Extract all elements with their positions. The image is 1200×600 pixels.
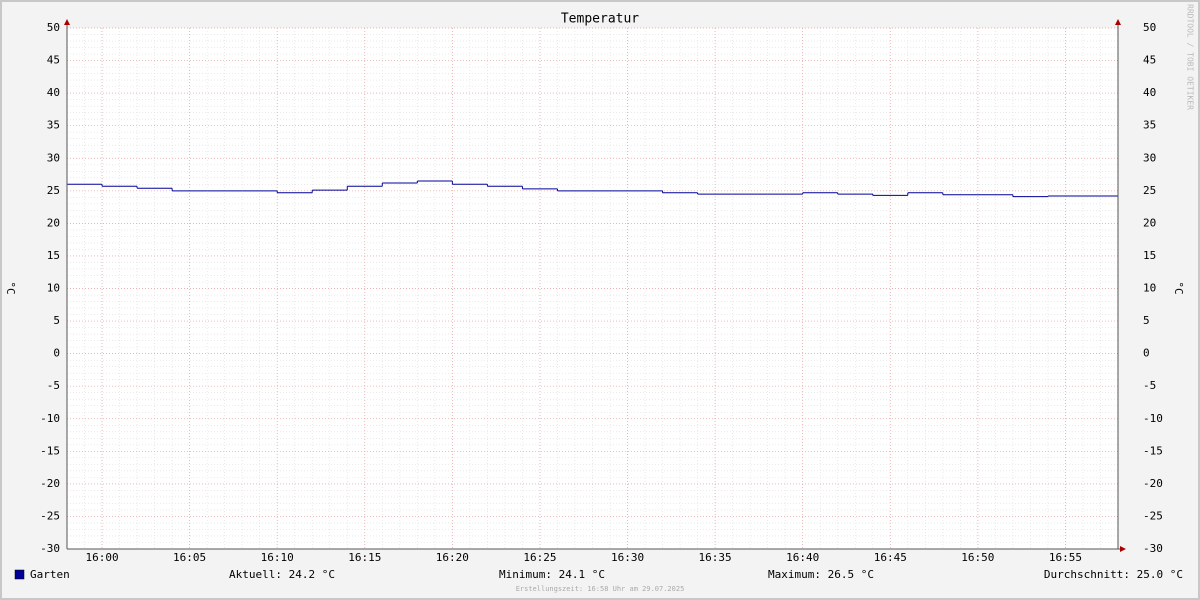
y2-tick-label: 25 [1143, 184, 1156, 197]
y2-tick-label: 0 [1143, 347, 1150, 360]
x-tick-label: 16:35 [699, 551, 732, 564]
y2-axis-label: °C [1172, 281, 1185, 294]
axis-arrow [64, 19, 70, 25]
y2-tick-label: 40 [1143, 86, 1156, 99]
y-tick-label: -20 [40, 477, 60, 490]
y2-tick-label: 10 [1143, 282, 1156, 295]
grid [66, 27, 1119, 550]
y-tick-label: 15 [47, 249, 60, 262]
stat-minimum: Minimum: 24.1 °C [499, 568, 605, 581]
x-tick-label: 16:10 [261, 551, 294, 564]
stat-current: Aktuell: 24.2 °C [229, 568, 335, 581]
y-tick-label: -30 [40, 542, 60, 555]
y2-tick-label: 35 [1143, 119, 1156, 132]
stat-maximum: Maximum: 26.5 °C [768, 568, 874, 581]
y2-tick-label: -30 [1143, 542, 1163, 555]
y2-tick-label: 5 [1143, 314, 1150, 327]
y-tick-label: 0 [53, 347, 60, 360]
y-tick-label: -15 [40, 444, 60, 457]
y2-tick-label: -10 [1143, 412, 1163, 425]
y-tick-label: -25 [40, 509, 60, 522]
y2-tick-label: 50 [1143, 21, 1156, 34]
axis-arrow [1115, 19, 1121, 25]
y2-tick-label: -5 [1143, 379, 1156, 392]
y-tick-label: 25 [47, 184, 60, 197]
x-tick-label: 16:55 [1049, 551, 1082, 564]
y-tick-label: 35 [47, 119, 60, 132]
y2-tick-label: 15 [1143, 249, 1156, 262]
y-tick-label: -5 [47, 379, 60, 392]
footer: Erstellungszeit: 16:58 Uhr am 29.07.2025 [516, 585, 685, 593]
legend-label: Garten [30, 568, 70, 581]
x-tick-label: 16:05 [173, 551, 206, 564]
y2-tick-label: 20 [1143, 216, 1156, 229]
x-tick-label: 16:20 [436, 551, 469, 564]
x-tick-label: 16:40 [786, 551, 819, 564]
y-tick-label: 45 [47, 54, 60, 67]
y-tick-label: 10 [47, 282, 60, 295]
y-tick-label: 40 [47, 86, 60, 99]
y2-tick-label: 45 [1143, 54, 1156, 67]
x-tick-label: 16:00 [85, 551, 118, 564]
y-axis-label: °C [4, 281, 17, 294]
legend-swatch [14, 569, 25, 580]
watermark: RRDTOOL / TOBI OETIKER [1186, 4, 1195, 110]
x-tick-label: 16:25 [523, 551, 556, 564]
marks [67, 180, 1118, 198]
axis-arrow [1120, 546, 1126, 552]
y-tick-label: 5 [53, 314, 60, 327]
x-tick-label: 16:50 [961, 551, 994, 564]
y-tick-label: -10 [40, 412, 60, 425]
y2-tick-label: -15 [1143, 444, 1163, 457]
y2-tick-label: -25 [1143, 509, 1163, 522]
chart-title: Temperatur [561, 12, 639, 27]
y-tick-label: 20 [47, 216, 60, 229]
stat-average: Durchschnitt: 25.0 °C [1044, 568, 1183, 581]
x-tick-label: 16:45 [874, 551, 907, 564]
y2-tick-label: -20 [1143, 477, 1163, 490]
y-tick-label: 30 [47, 151, 60, 164]
y-tick-label: 50 [47, 21, 60, 34]
x-tick-label: 16:30 [611, 551, 644, 564]
y2-tick-label: 30 [1143, 151, 1156, 164]
x-tick-label: 16:15 [348, 551, 381, 564]
